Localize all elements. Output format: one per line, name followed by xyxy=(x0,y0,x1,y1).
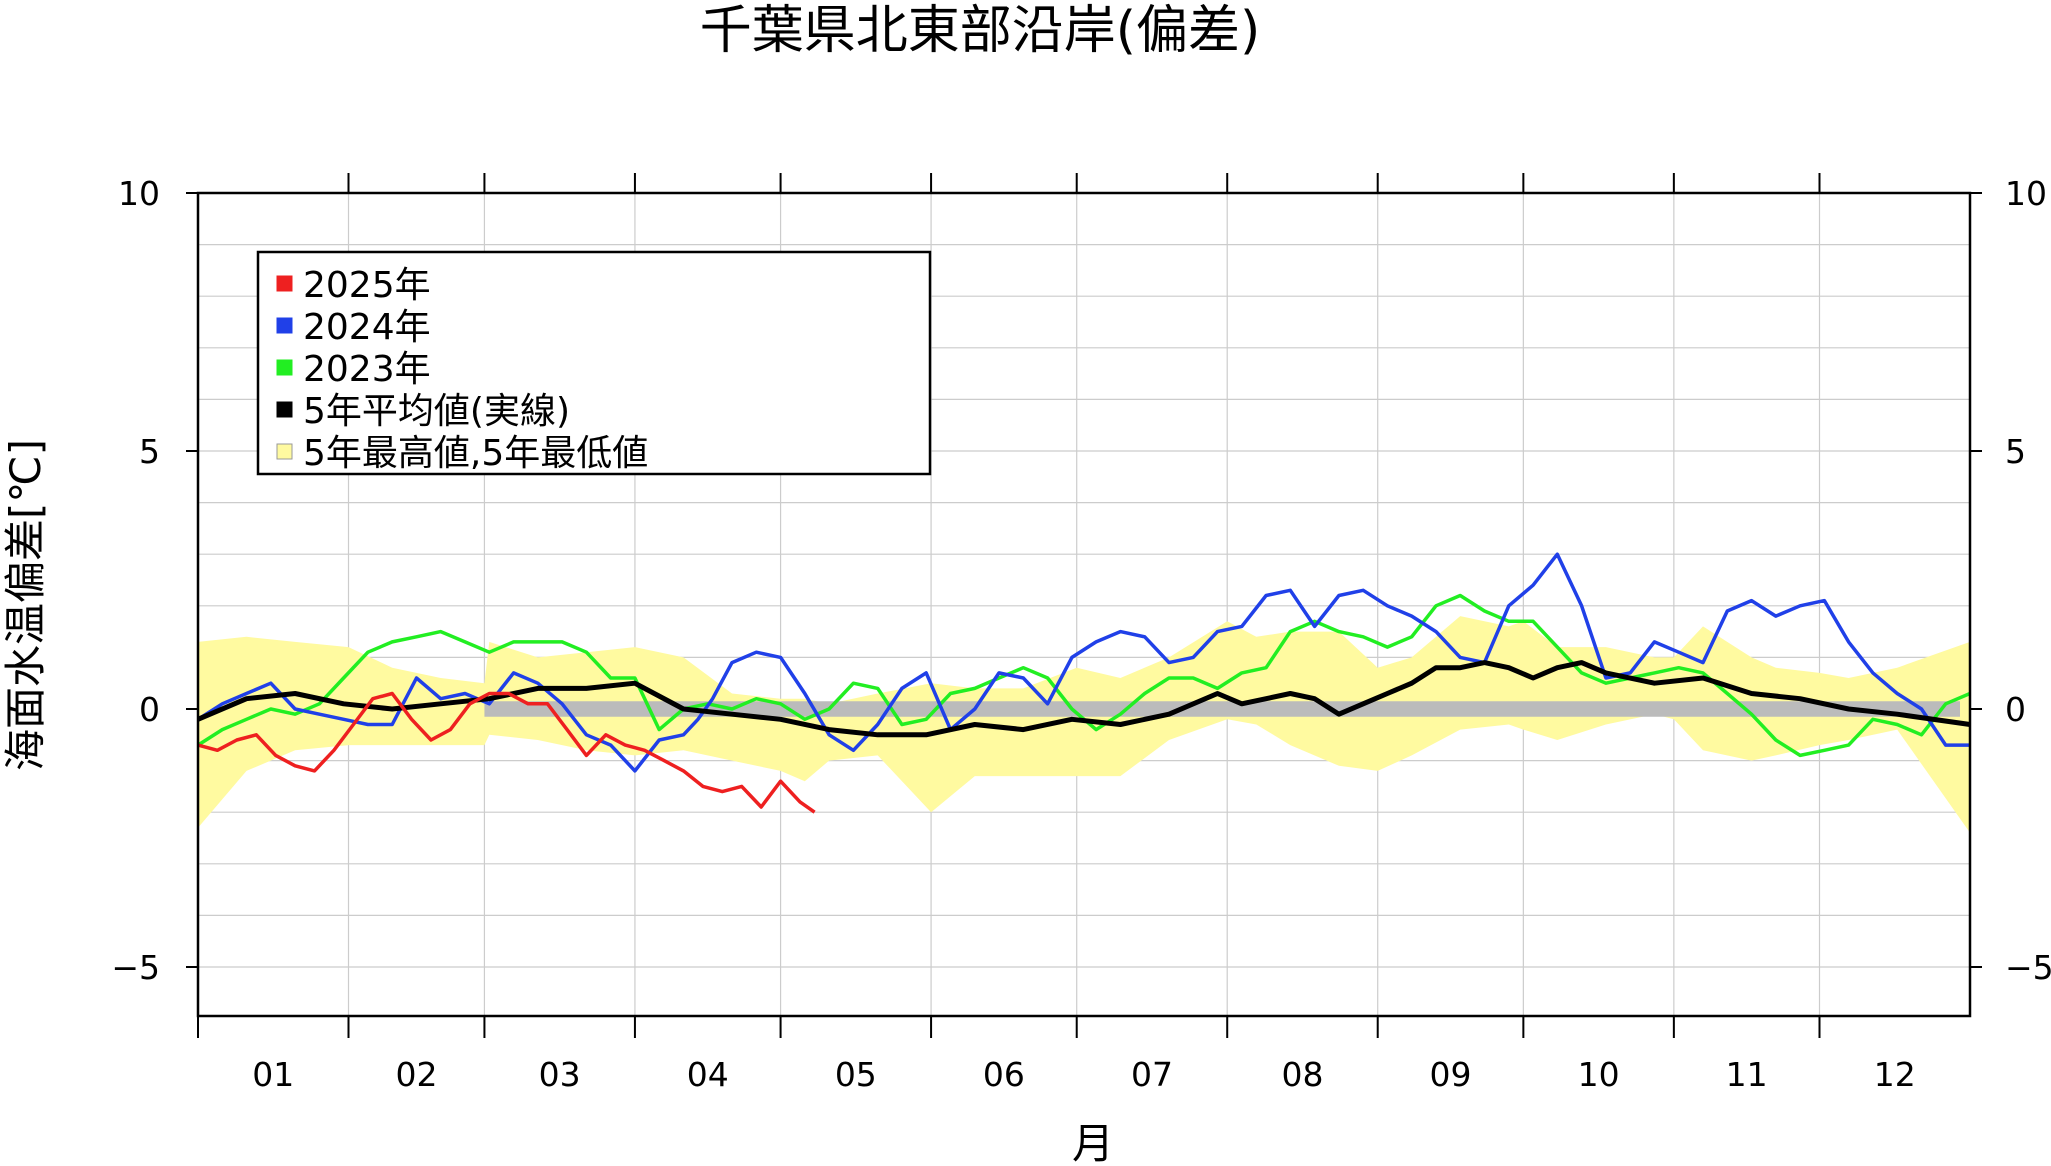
legend-label: 2023年 xyxy=(303,349,431,390)
x-tick-label: 12 xyxy=(1874,1055,1916,1094)
legend-label: 5年最高値,5年最低値 xyxy=(303,433,648,474)
legend-swatch xyxy=(276,317,293,334)
x-tick-label: 02 xyxy=(395,1055,437,1094)
y-tick-label-left: 10 xyxy=(118,174,160,213)
legend-box xyxy=(256,250,932,476)
zero-band-layer xyxy=(484,701,1961,717)
x-tick-label: 03 xyxy=(539,1055,581,1094)
x-axis-label: 月 xyxy=(1072,1119,1114,1166)
x-tick-label: 01 xyxy=(252,1055,294,1094)
y-axis-label: 海面水温偏差[℃] xyxy=(1,439,50,771)
y-tick-label-right: 0 xyxy=(2005,690,2026,729)
legend-swatch xyxy=(276,359,293,376)
tick-layer: 10 10 5 5 0 0 −5 −5 01 02 03 04 05 06 07 08 09 10 11 12 xyxy=(111,173,2051,1094)
x-tick-label: 06 xyxy=(983,1055,1025,1094)
plot-frame xyxy=(196,191,1972,1018)
legend-label: 5年平均値(実線) xyxy=(303,391,570,432)
y-tick-label-right: 10 xyxy=(2005,174,2047,213)
legend-label: 2024年 xyxy=(303,307,431,348)
legend-swatch xyxy=(276,275,293,292)
series-line-5年平均値(実線) xyxy=(197,660,1971,738)
x-tick-label: 09 xyxy=(1430,1055,1472,1094)
x-tick-label: 08 xyxy=(1281,1055,1323,1094)
y-tick-label-left: 0 xyxy=(139,690,160,729)
max-min-band xyxy=(198,616,1970,833)
y-tick-label-right: 5 xyxy=(2005,432,2026,471)
x-tick-label: 07 xyxy=(1131,1055,1173,1094)
x-tick-label: 11 xyxy=(1726,1055,1768,1094)
y-tick-label-left: 5 xyxy=(139,432,160,471)
y-tick-label-left: −5 xyxy=(111,948,160,987)
y-tick-label-right: −5 xyxy=(2005,948,2051,987)
legend-swatch xyxy=(276,443,293,460)
series-layer xyxy=(197,552,1971,814)
zero-reference-band xyxy=(484,701,1961,717)
legend-label: 2025年 xyxy=(303,265,431,306)
band-layer xyxy=(198,616,1970,833)
x-tick-label: 05 xyxy=(835,1055,877,1094)
plot-area: 10 10 5 5 0 0 −5 −5 01 02 03 04 05 06 07 08 09 10 11 12 xyxy=(111,173,2051,1094)
chart-title: 千葉県北東部沿岸(偏差) xyxy=(700,1,1261,61)
x-tick-label: 10 xyxy=(1578,1055,1620,1094)
legend-swatch xyxy=(276,401,293,418)
series-line-2025年 xyxy=(197,691,816,814)
x-tick-label: 04 xyxy=(687,1055,729,1094)
